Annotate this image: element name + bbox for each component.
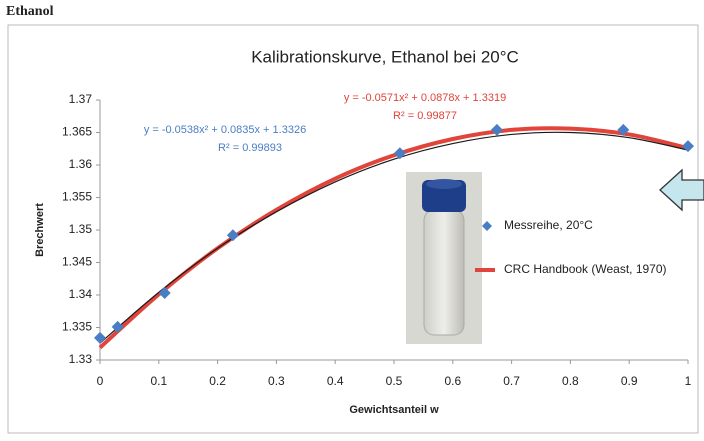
annotation: y = -0.0538x² + 0.0835x + 1.3326: [144, 124, 306, 136]
annotation: y = -0.0571x² + 0.0878x + 1.3319: [344, 92, 506, 104]
photo: [406, 172, 482, 344]
x-tick-label: 1: [685, 374, 692, 388]
chart-frame: [7, 24, 699, 434]
y-tick-label: 1.33: [69, 352, 93, 366]
marker: [617, 123, 630, 136]
y-tick-label: 1.35: [69, 222, 93, 236]
vial-cap: [422, 180, 466, 212]
x-tick-label: 0.3: [268, 374, 285, 388]
y-tick-label: 1.37: [69, 92, 93, 106]
annotation: R² = 0.99877: [393, 110, 457, 122]
y-axis-label: Brechwert: [34, 203, 46, 257]
series-line: [98, 126, 689, 350]
marker: [682, 140, 694, 153]
x-tick-label: 0.9: [621, 374, 638, 388]
x-tick-label: 0.5: [386, 374, 403, 388]
legend-marker: [482, 221, 492, 231]
y-tick-label: 1.34: [69, 287, 93, 301]
y-tick-label: 1.355: [62, 190, 92, 204]
legend-label: CRC Handbook (Weast, 1970): [504, 262, 667, 276]
y-tick-label: 1.365: [62, 125, 92, 139]
trendline: [99, 131, 689, 344]
x-tick-label: 0.1: [150, 374, 167, 388]
x-tick-label: 0.7: [503, 374, 520, 388]
x-tick-label: 0.4: [327, 374, 344, 388]
y-tick-label: 1.335: [62, 320, 92, 334]
y-tick-label: 1.345: [62, 255, 92, 269]
marker: [393, 147, 406, 160]
legend-label: Messreihe, 20°C: [504, 218, 593, 232]
x-tick-label: 0: [97, 374, 104, 388]
y-tick-label: 1.36: [69, 157, 93, 171]
chart-title: Kalibrationskurve, Ethanol bei 20°C: [251, 47, 519, 66]
marker: [94, 331, 106, 344]
marker: [111, 320, 124, 333]
x-tick-label: 0.2: [209, 374, 226, 388]
x-axis-label: Gewichtsanteil w: [349, 404, 439, 416]
heading: Ethanol: [6, 4, 54, 19]
arrow: [659, 168, 704, 212]
annotation: R² = 0.99893: [218, 142, 282, 154]
vial: [423, 209, 465, 336]
marker: [158, 287, 171, 300]
x-tick-label: 0.8: [562, 374, 579, 388]
marker: [226, 229, 239, 242]
vial-cap-top: [426, 179, 462, 189]
x-tick-label: 0.6: [444, 374, 461, 388]
marker: [490, 123, 503, 136]
